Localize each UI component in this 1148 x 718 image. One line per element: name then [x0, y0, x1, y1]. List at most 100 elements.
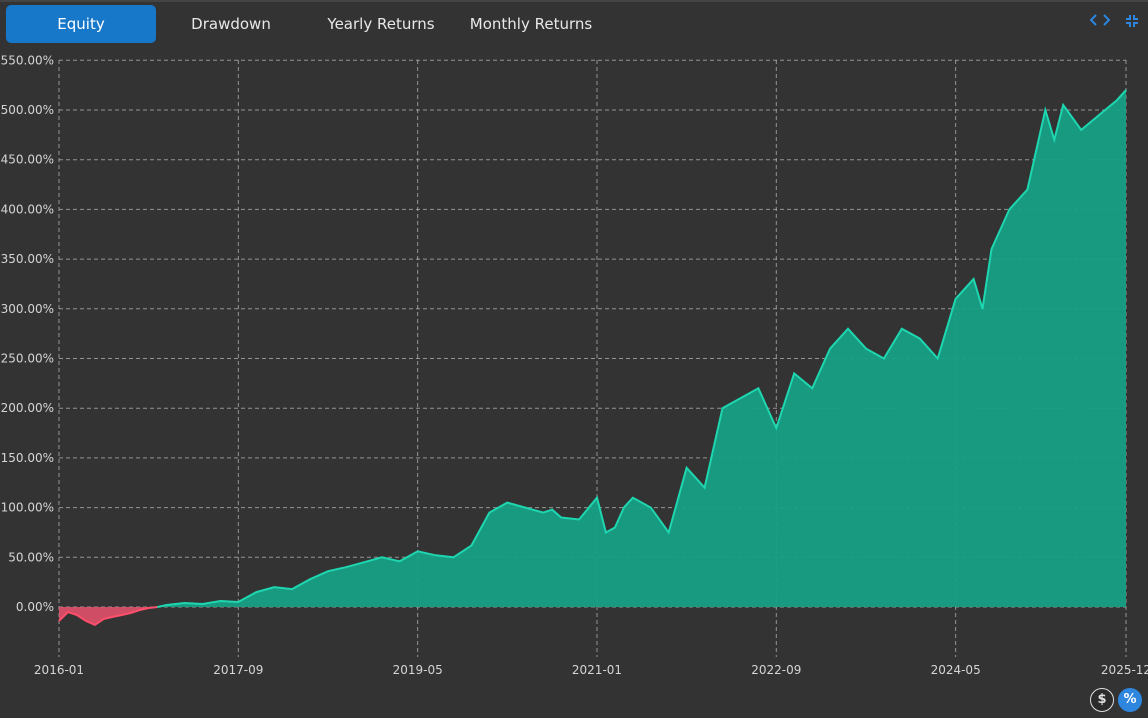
y-tick-label: 50.00% [8, 550, 54, 564]
data-point [291, 588, 293, 590]
chart-controls [1089, 13, 1142, 31]
data-point [452, 556, 455, 558]
negative-line [58, 606, 158, 627]
x-tick-label: 2025-12 [1101, 663, 1148, 677]
data-point [596, 497, 598, 499]
y-tick-label: 550.00% [1, 53, 54, 67]
x-tick-label: 2019-05 [393, 663, 443, 677]
data-point [1053, 139, 1055, 141]
y-tick-label: 100.00% [1, 501, 54, 515]
data-point [345, 566, 347, 568]
data-point [1125, 89, 1127, 91]
y-tick-label: 500.00% [1, 103, 54, 117]
data-point [255, 591, 257, 593]
data-point [237, 601, 239, 603]
data-point [650, 507, 652, 509]
tab-equity[interactable]: Equity [6, 5, 156, 43]
data-point [847, 328, 849, 330]
tab-drawdown[interactable]: Drawdown [191, 15, 271, 33]
data-point [981, 308, 984, 310]
data-point [148, 607, 150, 609]
data-point [219, 600, 221, 602]
data-point [417, 550, 419, 552]
data-point [793, 372, 795, 374]
data-point [381, 556, 383, 558]
y-tick-label: 200.00% [1, 401, 54, 415]
data-point [67, 611, 69, 613]
data-point [919, 338, 921, 340]
data-point [524, 507, 526, 509]
tab-yearly-returns[interactable]: Yearly Returns [327, 15, 435, 33]
data-point [488, 511, 490, 514]
unit-toggle: $ % [1090, 688, 1142, 712]
data-point [273, 586, 275, 588]
positive-area [157, 90, 1127, 608]
x-tick-label: 2022-09 [751, 663, 801, 677]
data-point [399, 560, 401, 562]
data-point [1044, 109, 1046, 111]
data-point [542, 511, 544, 514]
data-point [112, 616, 114, 618]
tab-monthly-returns[interactable]: Monthly Returns [469, 15, 593, 33]
code-brackets-icon[interactable] [1089, 13, 1111, 31]
data-point [1008, 208, 1011, 210]
data-point [668, 531, 670, 534]
data-point [578, 518, 580, 521]
data-point [883, 357, 885, 360]
data-point [865, 348, 867, 350]
percent-icon[interactable]: % [1118, 688, 1142, 712]
data-point [76, 614, 78, 616]
data-point [560, 516, 562, 519]
data-point [757, 387, 760, 389]
data-point [121, 614, 123, 616]
data-point [901, 328, 903, 330]
data-point [309, 578, 311, 580]
data-point [470, 544, 473, 547]
data-point [1062, 104, 1064, 106]
dollar-icon[interactable]: $ [1090, 688, 1114, 712]
data-point [721, 407, 724, 409]
data-point [775, 427, 777, 429]
data-point [739, 397, 742, 399]
data-point [183, 602, 186, 604]
data-point [829, 348, 831, 350]
x-tick-label: 2021-01 [572, 663, 622, 677]
data-point [1026, 188, 1028, 191]
data-point [686, 467, 688, 469]
data-point [937, 357, 939, 360]
data-point [157, 606, 159, 608]
data-point [623, 507, 625, 509]
y-tick-label: 450.00% [1, 153, 54, 167]
x-tick-label: 2017-09 [213, 663, 263, 677]
data-point [955, 298, 957, 300]
data-point [1098, 114, 1100, 116]
y-tick-label: 400.00% [1, 202, 54, 216]
y-tick-label: 300.00% [1, 302, 54, 316]
data-point [201, 603, 204, 605]
y-tick-label: 350.00% [1, 252, 54, 266]
data-point [139, 609, 141, 611]
data-point [363, 561, 365, 563]
y-tick-label: 250.00% [1, 352, 54, 366]
y-tick-label: 0.00% [16, 600, 54, 614]
data-point [614, 526, 616, 529]
data-point [704, 487, 706, 489]
data-point [130, 612, 132, 614]
data-point [1116, 99, 1118, 101]
tab-bar: Equity Drawdown Yearly Returns Monthly R… [6, 5, 606, 43]
data-point [811, 387, 813, 389]
data-point [1080, 129, 1082, 131]
y-tick-label: 150.00% [1, 451, 54, 465]
data-point [632, 497, 634, 499]
x-tick-label: 2016-01 [34, 663, 84, 677]
data-point [327, 570, 329, 572]
compress-icon[interactable] [1122, 13, 1142, 31]
data-point [103, 618, 105, 620]
data-point [605, 531, 607, 534]
data-point [435, 554, 437, 556]
data-point [85, 620, 87, 622]
data-point [166, 604, 168, 606]
data-point [990, 248, 993, 250]
data-point [551, 509, 553, 511]
